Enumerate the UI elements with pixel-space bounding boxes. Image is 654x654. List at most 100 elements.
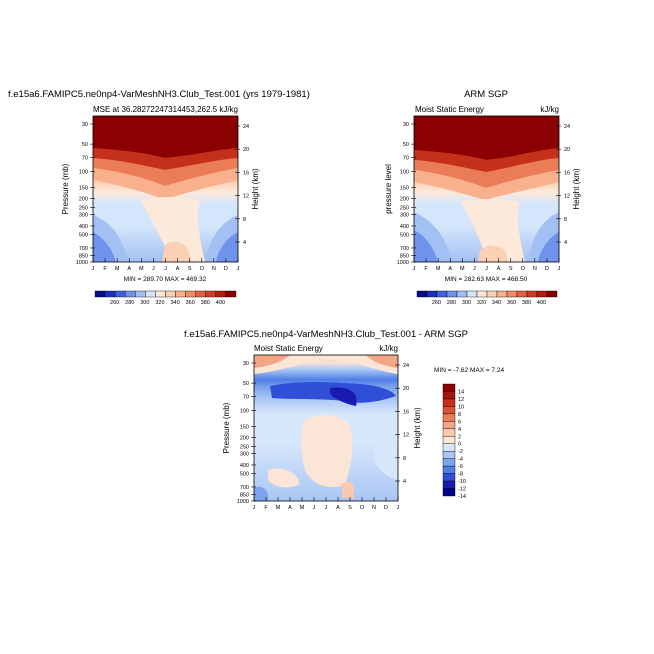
obs-colorbar-box [426,290,438,298]
diff-colorbar-label: 6 [458,419,461,425]
diff-xtick-label: J [253,505,256,511]
diff-colorbar-box [442,398,456,407]
model-colorbar-label: 360 [186,300,195,306]
diff-subtitle-left: Moist Static Energy [254,344,323,353]
diff-colorbar-label: -6 [458,464,463,470]
model-ylabel-right: Height (km) [251,168,260,210]
diff-stats: MIN = -7.62 MAX = 7.24 [434,367,504,374]
model-xtick-label: O [200,266,205,272]
diff-colorbar-label: -8 [458,472,463,478]
diff-colorbar-box [442,413,456,422]
diff-colorbar-box [442,473,456,482]
model-ylabel: Pressure (mb) [61,163,70,214]
obs-xtick-label: O [521,266,526,272]
obs-ytick-label: 250 [400,205,409,211]
model-colorbar-label: 380 [201,300,210,306]
diff-xtick-label: J [397,505,400,511]
diff-colorbar-box [442,465,456,474]
model-colorbar-box [215,290,227,298]
obs-summer-core [460,199,525,262]
model-colorbar-box [125,290,136,298]
model-colorbar-label: 340 [170,300,179,306]
diff-colorbar-box [442,451,456,459]
model-ytick-label: 1000 [76,260,88,266]
model-colorbar-box [135,290,146,298]
diff-xtick-label: N [372,505,376,511]
model-colorbar-label: 260 [110,300,119,306]
obs-colorbar-label: 380 [522,300,531,306]
obs-colorbar-box [546,290,558,298]
model-colorbar-box [175,290,186,298]
obs-contour-upper [414,148,559,172]
obs-xtick-label: J [473,266,476,272]
diff-colorbar-label: -4 [458,457,463,463]
obs-xtick-label: S [509,266,513,272]
diff-xtick-label: A [336,505,340,511]
model-height-tick-label: 12 [243,194,249,200]
obs-ylabel-right: Height (km) [572,168,581,210]
model-height-tick-label: 8 [243,217,246,223]
obs-winter-lobe-right-inner [538,232,559,262]
obs-colorbar-box [526,290,538,298]
obs-colorbar-box [446,290,458,298]
diff-colorbar-label: 2 [458,434,461,440]
diff-positive-spot [342,481,354,498]
diff-ytick-label: 850 [240,493,249,499]
diff-negative-lower-left [254,486,269,501]
model-title: f.e15a6.FAMIPC5.ne0np4-VarMeshNH3.Club_T… [8,89,310,100]
model-xtick-label: M [139,266,144,272]
diff-contour-top-left [254,355,290,368]
diff-ytick-label: 50 [243,381,249,387]
model-summer-core [140,197,205,262]
diff-colorbar-label: 10 [458,404,464,410]
model-xtick-label: A [127,266,131,272]
diff-positive-blob [301,415,353,488]
model-ytick-label: 300 [79,213,88,219]
obs-xtick-label: A [448,266,452,272]
diff-xtick-label: F [264,505,268,511]
model-ytick-label: 200 [79,197,88,203]
model-xtick-label: N [212,266,216,272]
diff-colorbar-box [442,443,456,452]
model-colorbar-box [104,290,116,298]
model-colorbar-box [195,290,206,298]
diff-xtick-label: D [384,505,388,511]
diff-colorbar-label: -2 [458,449,463,455]
obs-ytick-label: 300 [400,213,409,219]
obs-ytick-label: 30 [403,122,409,128]
diff-colorbar-box [442,391,456,400]
diff-subtitle-right: kJ/kg [379,344,398,353]
obs-ytick-label: 70 [403,155,409,161]
diff-colorbar-label: 8 [458,412,461,418]
diff-plot-area [253,354,399,502]
obs-colorbar-box [476,290,488,298]
diff-light-right [374,443,398,480]
diff-ylabel: Pressure (mb) [222,402,231,453]
obs-xtick-label: F [424,266,428,272]
obs-height-tick-label: 8 [564,217,567,223]
model-contour-mid [93,168,238,200]
model-xtick-label: A [176,266,180,272]
diff-colorbar-box [442,458,456,467]
obs-xtick-label: J [558,266,561,272]
diff-ytick-label: 150 [240,424,249,430]
obs-colorbar-box [436,290,448,298]
diff-colorbar-box [442,406,456,415]
model-xtick-label: F [103,266,107,272]
diff-positive-lower-left [268,468,300,488]
obs-ytick-label: 400 [400,224,409,230]
obs-ytick-label: 50 [403,142,409,148]
model-winter-lobe-right-inner [216,232,238,262]
model-summer-surface [162,241,192,262]
obs-xtick-label: J [413,266,416,272]
obs-colorbar-box [516,290,528,298]
obs-colorbar-label: 400 [537,300,546,306]
diff-title: f.e15a6.FAMIPC5.ne0np4-VarMeshNH3.Club_T… [184,329,468,340]
obs-stats: MIN = 282.63 MAX = 468.50 [445,276,528,283]
panel-obs: ARM SGP Moist Static Energy kJ/kg pressu… [384,89,581,306]
model-ytick-label: 70 [82,155,88,161]
model-xtick-label: M [115,266,120,272]
model-ytick-label: 150 [79,185,88,191]
diff-height-tick-label: 8 [403,456,406,462]
